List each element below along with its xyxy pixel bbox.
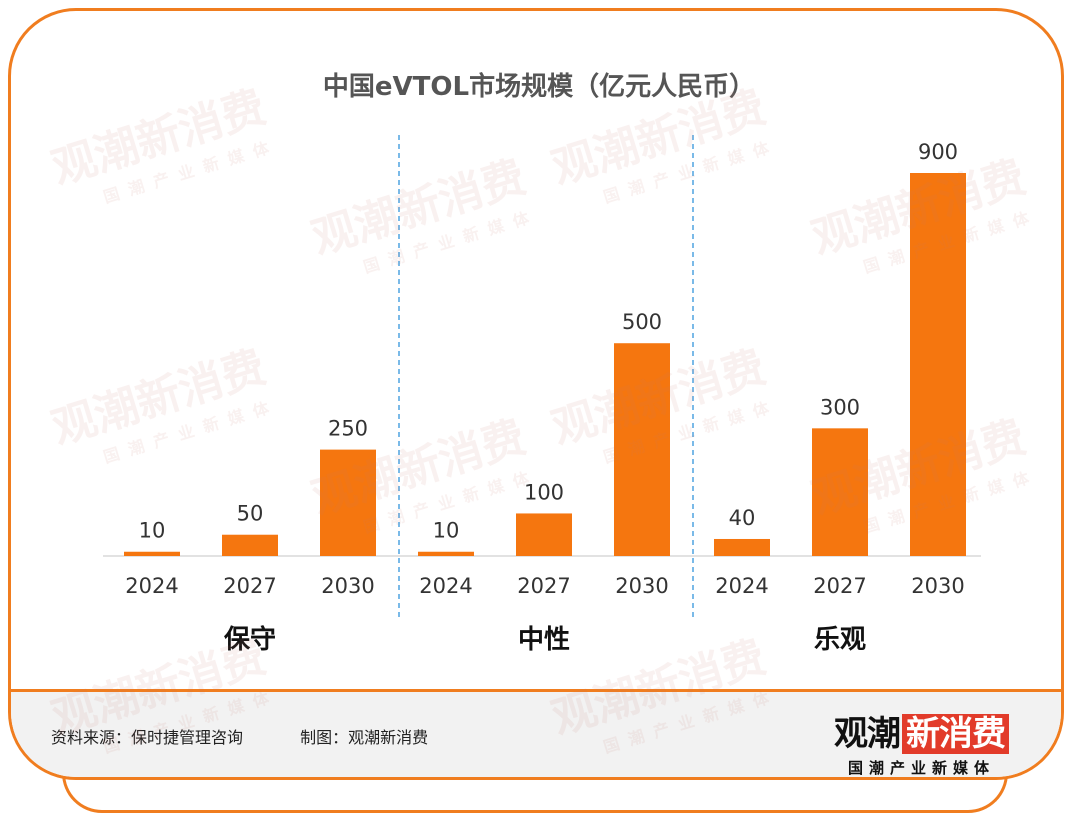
chart-card: 中国eVTOL市场规模（亿元人民币） 10 2024 50 2027 250 2030 保守 1… (8, 8, 1064, 780)
data-label: 10 (139, 519, 166, 543)
maker-text: 制图：观潮新消费 (300, 728, 429, 747)
data-label: 50 (237, 502, 264, 526)
x-tick-label: 2024 (125, 574, 178, 598)
logo-subtitle: 国潮产业新媒体 (847, 759, 995, 777)
bar-chart: 中国eVTOL市场规模（亿元人民币） 10 2024 50 2027 250 2030 保守 1… (103, 71, 981, 655)
x-tick-label: 2030 (615, 574, 668, 598)
data-label: 40 (729, 506, 756, 530)
x-tick-label: 2030 (321, 574, 374, 598)
group-label: 中性 (518, 625, 570, 655)
x-tick-label: 2027 (517, 574, 570, 598)
bar-乐观-2030 (910, 173, 966, 556)
logo-main-left: 观潮 (834, 714, 901, 754)
bar-中性-2030 (614, 343, 670, 556)
source-text: 资料来源：保时捷管理咨询 (51, 728, 244, 747)
x-tick-label: 2030 (911, 574, 964, 598)
data-label: 10 (433, 519, 460, 543)
bar-乐观-2024 (714, 538, 770, 556)
group-label: 乐观 (814, 625, 866, 655)
data-label: 300 (820, 395, 860, 419)
bar-保守-2024 (124, 551, 180, 556)
brand-logo: 观潮 新消费 国潮产业新媒体 (834, 706, 1009, 777)
bar-中性-2024 (418, 551, 474, 556)
footer: 资料来源：保时捷管理咨询 制图：观潮新消费 观潮 新消费 国潮产业新媒体 (11, 689, 1061, 777)
group-label: 保守 (223, 624, 276, 655)
x-tick-label: 2024 (715, 574, 768, 598)
logo-main-right: 新消费 (902, 714, 1009, 754)
bar-乐观-2027 (812, 428, 868, 556)
x-tick-label: 2024 (419, 574, 472, 598)
bar-保守-2027 (222, 534, 278, 556)
data-label: 250 (328, 417, 368, 441)
chart-title: 中国eVTOL市场规模（亿元人民币） (323, 71, 755, 102)
x-tick-label: 2027 (223, 574, 276, 598)
source-line: 资料来源：保时捷管理咨询 制图：观潮新消费 (51, 724, 480, 748)
data-label: 100 (524, 480, 564, 504)
data-label: 900 (918, 140, 958, 164)
bar-中性-2027 (516, 513, 572, 556)
x-tick-label: 2027 (813, 574, 866, 598)
data-label: 500 (622, 310, 662, 334)
bar-保守-2030 (320, 449, 376, 556)
